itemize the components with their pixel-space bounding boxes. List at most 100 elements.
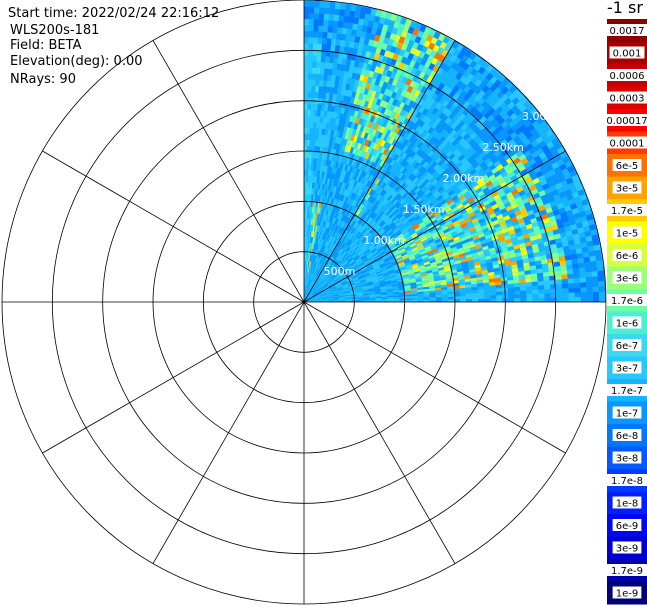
data-cell xyxy=(444,207,452,213)
data-cell xyxy=(520,193,528,201)
data-cell xyxy=(337,240,342,247)
data-cell xyxy=(325,278,331,283)
data-cell xyxy=(453,257,461,262)
data-cell xyxy=(344,291,351,294)
data-cell xyxy=(311,67,317,74)
data-cell xyxy=(324,227,328,235)
data-cell xyxy=(484,129,492,137)
data-cell xyxy=(554,154,562,162)
data-cell xyxy=(551,189,559,197)
data-cell xyxy=(507,287,515,292)
data-cell xyxy=(408,207,415,214)
data-cell xyxy=(338,294,345,297)
data-cell xyxy=(353,110,359,118)
data-cell xyxy=(308,170,311,177)
data-cell xyxy=(322,220,326,228)
data-cell xyxy=(506,109,515,117)
data-cell xyxy=(382,154,389,162)
data-cell xyxy=(506,222,514,228)
data-cell xyxy=(332,267,337,273)
data-cell xyxy=(419,235,426,241)
data-cell xyxy=(349,10,356,18)
data-cell xyxy=(305,188,308,195)
data-cell xyxy=(368,128,374,135)
data-cell xyxy=(395,254,402,260)
data-cell xyxy=(328,272,334,278)
data-cell xyxy=(466,73,475,81)
colorbar-tick-label: 1e-9 xyxy=(616,589,639,600)
data-cell xyxy=(307,194,310,201)
data-cell xyxy=(321,273,326,279)
data-cell xyxy=(380,140,386,147)
data-cell xyxy=(428,97,436,106)
data-cell xyxy=(493,194,501,201)
data-cell xyxy=(308,286,311,292)
data-cell xyxy=(445,102,453,110)
data-cell xyxy=(495,142,504,151)
data-cell xyxy=(428,285,436,289)
data-cell xyxy=(312,176,315,183)
data-cell xyxy=(561,216,569,223)
data-cell xyxy=(308,13,315,20)
data-cell xyxy=(406,179,413,187)
data-cell xyxy=(370,122,377,130)
data-cell xyxy=(311,206,314,213)
data-cell xyxy=(434,255,441,260)
data-cell xyxy=(514,196,523,203)
data-cell xyxy=(528,257,535,263)
data-cell xyxy=(314,283,319,289)
data-cell xyxy=(518,153,527,162)
data-cell xyxy=(304,85,308,92)
data-cell xyxy=(390,277,397,281)
data-cell xyxy=(512,240,519,246)
data-cell xyxy=(337,57,343,65)
data-cell xyxy=(426,270,433,274)
colorbar-tick-label: 1e-7 xyxy=(616,409,639,420)
data-cell xyxy=(347,240,352,246)
data-cell xyxy=(476,112,484,121)
data-cell xyxy=(435,297,442,300)
data-cell xyxy=(425,47,433,56)
data-cell xyxy=(304,290,306,298)
data-cell xyxy=(322,214,326,221)
data-cell xyxy=(355,269,362,274)
data-cell xyxy=(390,71,397,79)
data-cell xyxy=(525,223,533,230)
data-cell xyxy=(330,105,336,113)
data-cell xyxy=(321,128,326,136)
data-cell xyxy=(327,184,331,192)
data-cell xyxy=(318,290,325,294)
data-cell xyxy=(305,278,307,285)
colorbar-label-bg xyxy=(606,24,647,36)
data-cell xyxy=(331,211,336,218)
data-cell xyxy=(445,109,453,118)
data-cell xyxy=(317,244,321,251)
data-cell xyxy=(370,205,377,212)
data-cell xyxy=(463,248,471,253)
data-cell xyxy=(378,220,385,226)
data-cell xyxy=(356,291,363,294)
data-cell xyxy=(323,141,327,148)
data-cell xyxy=(443,265,451,270)
data-cell xyxy=(380,133,386,141)
data-cell xyxy=(465,162,473,170)
data-cell xyxy=(375,270,383,275)
data-cell xyxy=(327,215,331,223)
data-cell xyxy=(524,176,533,184)
data-cell xyxy=(412,28,420,37)
data-cell xyxy=(363,297,370,299)
data-cell xyxy=(456,228,464,234)
data-cell xyxy=(497,233,505,239)
data-cell xyxy=(351,262,357,268)
data-cell xyxy=(344,290,351,293)
data-cell xyxy=(315,67,321,75)
data-cell xyxy=(421,277,428,282)
data-cell xyxy=(396,28,403,37)
data-cell xyxy=(516,88,522,93)
data-cell xyxy=(308,273,311,280)
data-cell xyxy=(338,131,344,139)
data-cell xyxy=(520,290,527,295)
data-cell xyxy=(362,269,369,274)
data-cell xyxy=(386,164,393,172)
data-cell xyxy=(441,291,448,295)
